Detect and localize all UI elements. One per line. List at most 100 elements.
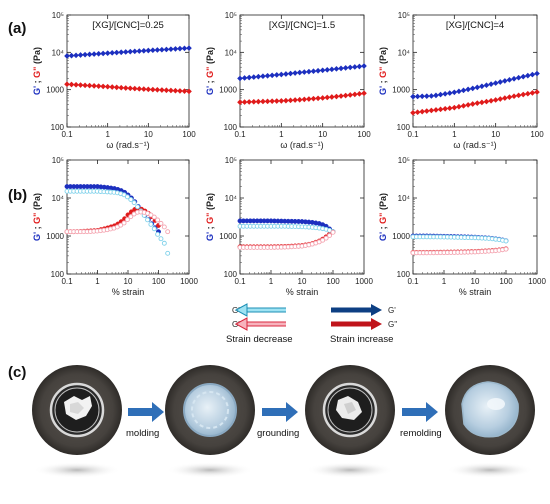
x-tick-label: 1 xyxy=(452,130,457,139)
x-tick-label: 0.1 xyxy=(234,130,246,139)
data-point xyxy=(524,72,531,79)
data-point xyxy=(333,93,340,100)
data-point xyxy=(296,96,303,103)
legend-increase-gpp-label: G'' xyxy=(388,320,398,329)
data-point xyxy=(273,72,280,78)
data-point xyxy=(140,47,147,54)
data-point xyxy=(155,231,161,237)
legend-increase-gpp-arrowhead xyxy=(371,318,382,330)
data-point xyxy=(492,80,499,86)
legend-increase-caption: Strain increase xyxy=(330,334,393,345)
step-label-grounding: grounding xyxy=(257,428,299,439)
data-point xyxy=(356,63,363,70)
data-point xyxy=(91,83,97,89)
x-tick-label: 100 xyxy=(530,130,544,139)
data-point xyxy=(437,106,444,113)
data-point xyxy=(100,50,106,57)
x-tick-label: 100 xyxy=(152,277,166,286)
data-point xyxy=(241,75,248,81)
data-point xyxy=(520,73,527,80)
chart-a2: 0.1 1 10 100 100 1000 10⁴ 10⁵ [XG]/[CNC]=1.5 ω (r… xyxy=(205,11,371,150)
x-tick-label: 1 xyxy=(95,277,100,286)
data-point xyxy=(442,91,448,97)
y-tick-label: 1000 xyxy=(219,232,237,241)
y-tick-label: 10⁴ xyxy=(52,194,65,203)
data-point xyxy=(433,92,439,99)
data-point xyxy=(86,82,93,89)
data-point xyxy=(347,92,354,98)
data-point xyxy=(121,192,127,198)
data-point xyxy=(181,88,188,94)
data-point xyxy=(113,49,120,56)
data-point xyxy=(109,50,116,56)
photo-ground-sample xyxy=(305,365,395,455)
data-point xyxy=(465,102,471,108)
data-point xyxy=(260,98,266,105)
y-axis-label: G' ; G" (Pa) xyxy=(32,47,42,95)
data-point xyxy=(310,68,317,75)
data-point xyxy=(127,85,134,92)
data-point xyxy=(469,101,476,107)
data-point xyxy=(168,87,174,94)
x-axis-label: % strain xyxy=(286,287,319,297)
data-point xyxy=(315,67,321,74)
plot-frame xyxy=(239,14,365,128)
chart-b2: 0.1 1 10 100 1000 100 1000 10⁴ 10⁵ % strain G' ; G… xyxy=(205,156,373,297)
data-point xyxy=(109,84,116,90)
data-point xyxy=(292,97,298,103)
data-point xyxy=(503,238,509,244)
data-point xyxy=(264,72,271,79)
y-axis-label: G' ; G" (Pa) xyxy=(378,193,388,241)
data-point xyxy=(158,220,164,226)
data-point xyxy=(465,86,471,93)
data-point xyxy=(320,237,326,243)
y-tick-label: 100 xyxy=(224,270,238,279)
data-point xyxy=(264,98,271,105)
data-point xyxy=(186,88,192,95)
data-point xyxy=(306,96,312,102)
data-point xyxy=(460,87,467,94)
y-axis-label: G' ; G" (Pa) xyxy=(205,193,215,241)
photo-shadow xyxy=(306,462,394,478)
data-point xyxy=(446,105,453,112)
data-point xyxy=(451,89,458,96)
data-point xyxy=(278,98,285,104)
legend-strain-increase: G' G'' Strain increase xyxy=(330,304,398,345)
data-point xyxy=(158,236,164,242)
data-point xyxy=(301,96,308,103)
data-point xyxy=(161,224,167,230)
data-point xyxy=(246,99,253,105)
x-axis-label: ω (rad.s⁻¹) xyxy=(280,140,323,150)
data-point xyxy=(165,229,171,235)
data-point xyxy=(315,95,321,102)
data-point xyxy=(104,83,111,90)
y-axis-label: G' ; G" (Pa) xyxy=(205,47,215,95)
data-point xyxy=(511,75,517,82)
data-point xyxy=(131,85,138,92)
data-point xyxy=(241,99,248,105)
y-tick-label: 100 xyxy=(397,123,411,132)
data-point xyxy=(91,51,97,57)
data-point xyxy=(128,197,134,202)
data-point xyxy=(148,221,154,227)
data-point xyxy=(131,48,138,55)
data-point xyxy=(506,77,513,83)
data-point xyxy=(82,51,88,58)
data-point xyxy=(306,68,312,75)
data-point xyxy=(483,98,490,105)
data-point xyxy=(423,108,430,114)
data-point xyxy=(100,83,106,90)
chart-a1: 0.1 1 10 100 100 1000 10⁴ 10⁵ [XG]/[CNC]=0.25 ω (… xyxy=(32,11,196,150)
data-point xyxy=(456,88,462,95)
data-point xyxy=(118,222,124,228)
data-point xyxy=(246,74,253,81)
data-point xyxy=(283,97,289,104)
x-tick-label: 100 xyxy=(326,277,340,286)
data-point xyxy=(502,78,508,84)
data-point xyxy=(524,90,531,97)
y-tick-label: 1000 xyxy=(46,86,64,95)
data-point xyxy=(287,70,294,77)
data-point xyxy=(181,45,188,52)
data-point xyxy=(127,48,134,55)
data-point xyxy=(492,97,499,103)
